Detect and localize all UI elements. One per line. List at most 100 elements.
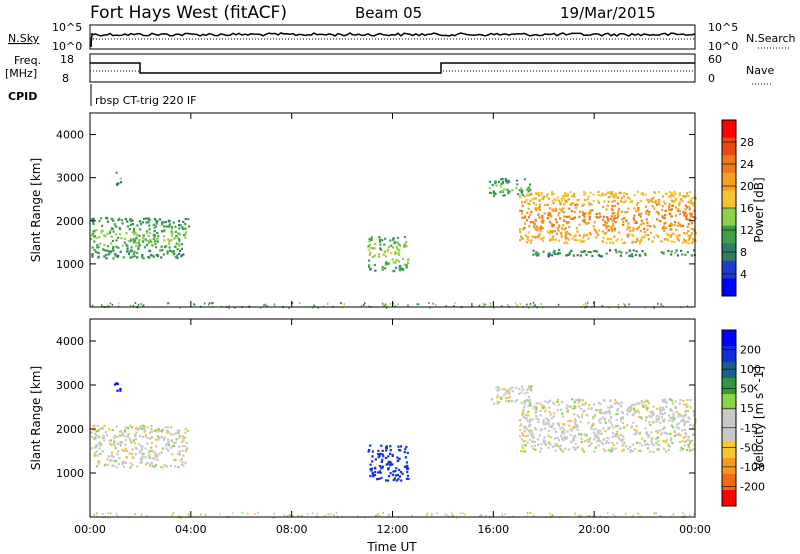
heatmap-cell	[153, 226, 156, 229]
heatmap-cell	[572, 254, 575, 257]
heatmap-cell	[519, 419, 522, 422]
heatmap-cell	[644, 443, 647, 446]
heatmap-cell	[629, 449, 632, 452]
heatmap-cell	[652, 405, 655, 408]
heatmap-cell	[126, 250, 129, 253]
heatmap-cell	[686, 225, 689, 228]
heatmap-cell	[404, 448, 407, 451]
heatmap-cell	[646, 447, 650, 450]
heatmap-cell	[670, 250, 673, 253]
heatmap-cell	[232, 512, 234, 515]
heatmap-cell	[505, 397, 508, 400]
x-tick-label: 00:00	[679, 523, 711, 536]
heatmap-cell	[641, 437, 644, 440]
heatmap-cell	[107, 516, 110, 519]
heatmap-cell	[360, 304, 363, 307]
heatmap-cell	[582, 450, 585, 453]
heatmap-cell	[369, 468, 372, 471]
heatmap-cell	[548, 399, 552, 402]
heatmap-cell	[573, 210, 576, 213]
heatmap-cell	[182, 253, 185, 256]
heatmap-cell	[574, 234, 577, 237]
heatmap-cell	[597, 233, 600, 236]
heatmap-cell	[544, 440, 547, 443]
heatmap-cell	[141, 427, 144, 430]
heatmap-cell	[91, 232, 94, 236]
heatmap-cell	[574, 406, 577, 409]
heatmap-cell	[145, 217, 148, 220]
heatmap-cell	[669, 235, 672, 238]
heatmap-cell	[640, 416, 643, 419]
heatmap-cell	[659, 429, 662, 432]
heatmap-cell	[182, 439, 185, 442]
heatmap-cell	[579, 254, 582, 257]
heatmap-cell	[170, 445, 173, 448]
heatmap-cell	[629, 409, 632, 412]
heatmap-cell	[105, 257, 108, 260]
heatmap-cell	[500, 178, 503, 181]
heatmap-cell	[615, 425, 618, 428]
heatmap-cell	[637, 512, 639, 515]
heatmap-cell	[644, 419, 647, 422]
heatmap-cell	[504, 392, 507, 395]
heatmap-cell	[530, 239, 533, 242]
heatmap-cell	[103, 234, 106, 237]
heatmap-cell	[178, 233, 181, 236]
heatmap-cell	[557, 403, 560, 406]
heatmap-cell	[117, 236, 120, 239]
heatmap-cell	[369, 268, 372, 271]
heatmap-cell	[668, 419, 671, 422]
heatmap-cell	[568, 207, 571, 210]
heatmap-cell	[90, 431, 93, 434]
heatmap-cell	[619, 433, 622, 436]
heatmap-cell	[580, 240, 583, 243]
heatmap-cell	[153, 451, 156, 454]
heatmap-cell	[133, 231, 136, 234]
heatmap-cell	[146, 461, 149, 465]
heatmap-cell	[662, 440, 665, 443]
heatmap-cell	[139, 461, 142, 464]
heatmap-cell	[534, 228, 537, 231]
heatmap-cell	[529, 424, 532, 427]
heatmap-cell	[619, 254, 623, 257]
heatmap-cell	[653, 236, 656, 239]
freq-strip-frame	[89, 53, 696, 83]
heatmap-cell	[137, 241, 141, 244]
heatmap-cell	[598, 401, 601, 404]
heatmap-cell	[405, 466, 408, 469]
heatmap-cell	[678, 204, 681, 207]
heatmap-cell	[537, 213, 540, 216]
heatmap-cell	[659, 412, 662, 415]
heatmap-cell	[648, 210, 651, 213]
heatmap-cell	[620, 401, 623, 404]
heatmap-cell	[134, 231, 137, 234]
heatmap-cell	[105, 434, 109, 437]
heatmap-cell	[558, 248, 561, 252]
heatmap-cell	[144, 447, 147, 450]
heatmap-cell	[635, 432, 638, 435]
heatmap-cell	[620, 419, 623, 422]
heatmap-cell	[574, 447, 577, 450]
heatmap-cell	[368, 244, 371, 247]
heatmap-cell	[405, 464, 408, 467]
heatmap-cell	[598, 419, 601, 422]
heatmap-cell	[174, 256, 177, 259]
heatmap-cell	[515, 179, 519, 182]
heatmap-cell	[560, 235, 563, 238]
heatmap-cell	[646, 400, 649, 403]
heatmap-cell	[588, 201, 591, 204]
heatmap-cell	[673, 429, 676, 432]
x-tick-label: 08:00	[276, 523, 308, 536]
heatmap-cell	[574, 204, 577, 207]
heatmap-cell	[532, 304, 535, 307]
colorbar-swatch	[722, 172, 736, 191]
heatmap-cell	[683, 212, 686, 215]
heatmap-cell	[492, 307, 495, 309]
heatmap-cell	[180, 463, 183, 466]
heatmap-cell	[163, 464, 166, 467]
heatmap-cell	[627, 233, 630, 236]
heatmap-cell	[521, 201, 524, 204]
heatmap-cell	[581, 250, 584, 254]
heatmap-cell	[623, 302, 625, 305]
heatmap-cell	[560, 408, 563, 411]
